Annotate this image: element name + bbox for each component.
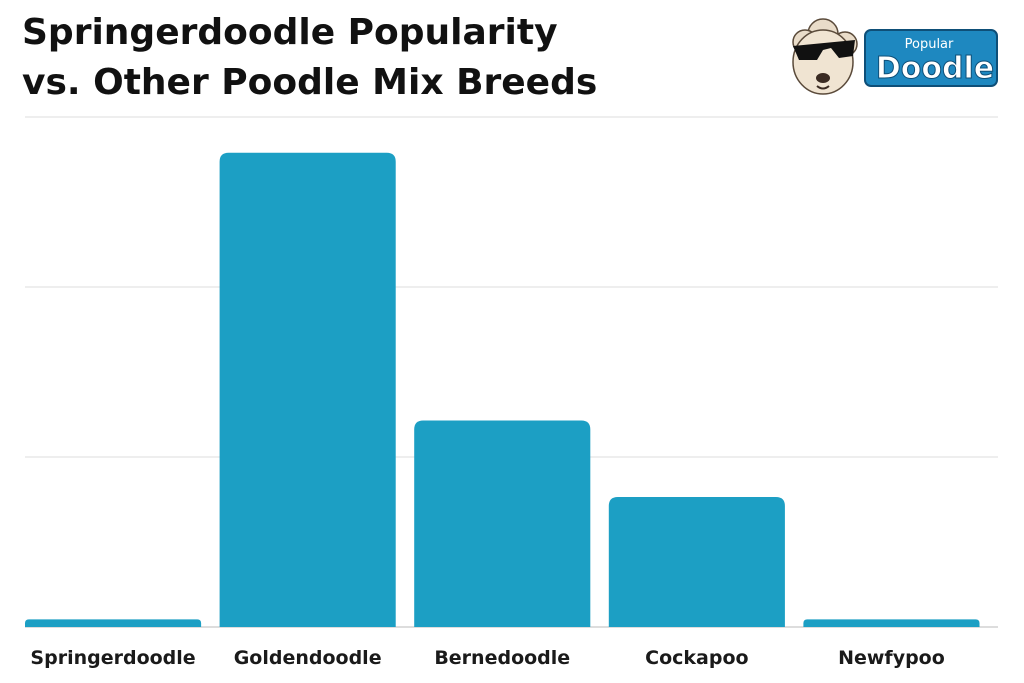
category-labels: Springerdoodle Goldendoodle Bernedoodle Coc… [30,647,944,669]
category-label-cockapoo: Cockapoo [645,647,748,669]
title-line-1: Springerdoodle Popularity [22,12,558,53]
category-label-goldendoodle: Goldendoodle [234,647,382,669]
bar-cockapoo [608,496,785,627]
category-label-bernedoodle: Bernedoodle [434,647,570,669]
category-label-springerdoodle: Springerdoodle [30,647,195,669]
sunglasses-dog-icon [792,18,858,95]
title-line-2: vs. Other Poodle Mix Breeds [22,62,598,103]
bar-goldendoodle [219,152,396,627]
logo-top-text: Popular [905,37,954,52]
category-label-newfypoo: Newfypoo [838,647,945,669]
bar-bernedoodle [414,420,591,627]
bar-newfypoo [803,619,980,627]
logo-main-text: Doodle [876,51,994,86]
bars [25,152,980,627]
popular-doodle-logo: Popular Doodle [792,18,998,95]
chart-title: Springerdoodle Popularity vs. Other Pood… [22,8,722,108]
bar-springerdoodle [25,619,202,627]
